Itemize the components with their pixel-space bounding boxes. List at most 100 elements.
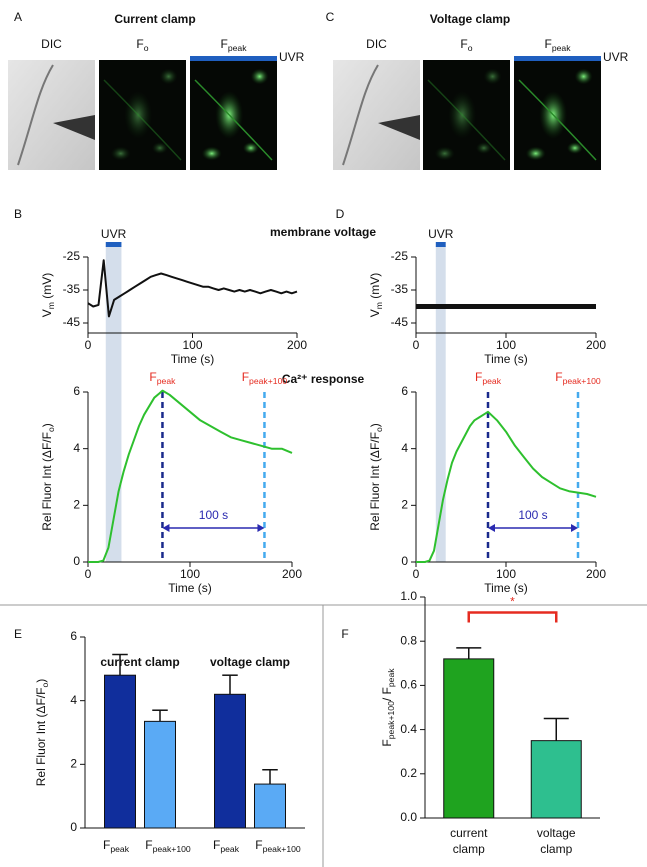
panel-letter: E <box>14 627 22 641</box>
image-label: Fpeak <box>220 37 247 53</box>
marker-label: Fpeak+100 <box>242 370 288 386</box>
series-label-part: F <box>145 838 152 852</box>
image-label: DIC <box>41 37 62 51</box>
y-axis-label: Rel Fluor Int (ΔF/Fo) <box>40 423 56 531</box>
uvr-band <box>105 246 122 562</box>
category-label: current <box>450 826 488 840</box>
series-label: Fpeak+100 <box>255 838 301 854</box>
cell <box>250 68 269 85</box>
y-tick-label: 6 <box>70 629 77 643</box>
uvr-bar <box>105 242 122 247</box>
y-tick-label: -35 <box>391 282 409 296</box>
neurite <box>194 79 273 161</box>
series-label-part: peak+100 <box>263 844 301 854</box>
bar <box>214 693 246 829</box>
y-tick-label: 0.4 <box>400 722 417 736</box>
y-tick-label: 2 <box>70 757 77 771</box>
cell <box>434 146 455 161</box>
neurite <box>103 79 182 161</box>
y-tick-label: -45 <box>391 315 409 329</box>
y-tick-label: 0 <box>73 554 80 568</box>
y-axis-label-part: (mV) <box>40 273 54 302</box>
data-line <box>416 410 597 563</box>
x-tick-label: 100 <box>182 338 202 352</box>
image-label-part: F <box>544 37 551 51</box>
data-line <box>87 259 298 318</box>
y-axis-label-part: peak <box>386 668 396 687</box>
category-label: current clamp <box>100 655 179 669</box>
y-axis-label-part: Rel Fluor Int (ΔF/F <box>40 432 54 531</box>
series-label: Fpeak+100 <box>145 838 191 854</box>
x-tick-label: 0 <box>413 567 420 581</box>
marker-label: Fpeak+100 <box>555 370 601 386</box>
significance-bracket <box>467 611 558 623</box>
uvr-bar <box>190 56 277 61</box>
pipette <box>53 115 95 140</box>
significance-label: * <box>510 595 515 609</box>
x-axis-label: Time (s) <box>168 581 212 595</box>
x-tick-label: 200 <box>586 338 606 352</box>
x-tick-label: 200 <box>586 567 606 581</box>
neurite <box>518 79 597 161</box>
cell <box>110 146 131 161</box>
category-label: clamp <box>540 842 572 856</box>
image-label-part: F <box>136 37 143 51</box>
panel-title: Current clamp <box>114 12 195 26</box>
cell <box>159 68 178 85</box>
y-axis-label-part: ) <box>368 423 382 427</box>
series-label-part: peak <box>220 844 239 854</box>
category-label: clamp <box>453 842 485 856</box>
y-tick-label: 0.6 <box>400 678 417 692</box>
uvr-label: UVR <box>603 50 629 64</box>
cell <box>448 91 477 139</box>
y-tick-label: 0.0 <box>400 810 417 824</box>
y-axis-label-part: o <box>40 683 50 688</box>
y-axis-label-part: ) <box>40 423 54 427</box>
y-axis-label: Fpeak+100/ Fpeak <box>380 668 396 747</box>
marker-label-part: peak <box>482 376 501 386</box>
marker-label-part: F <box>149 370 156 384</box>
cell <box>566 142 583 154</box>
marker-label-part: F <box>475 370 482 384</box>
cell <box>574 68 593 85</box>
y-axis-label-part: (mV) <box>368 273 382 302</box>
series-label-part: F <box>213 838 220 852</box>
marker-label-part: F <box>555 370 562 384</box>
bar <box>254 783 286 829</box>
pipette <box>378 115 420 140</box>
y-tick-label: -45 <box>63 315 81 329</box>
cell <box>124 91 153 139</box>
image-label-part: F <box>460 37 467 51</box>
category-label: voltage <box>537 826 576 840</box>
cell <box>201 146 222 161</box>
series-label: Fpeak <box>103 838 130 854</box>
image-label-part: o <box>144 43 149 53</box>
y-tick-label: 0.2 <box>400 766 417 780</box>
y-axis-label-part: o <box>46 427 56 432</box>
series-label-part: F <box>103 838 110 852</box>
marker-label-part: peak+100 <box>563 376 601 386</box>
cell <box>475 142 492 154</box>
interval-label: 100 s <box>518 508 547 522</box>
y-tick-label: 4 <box>401 441 408 455</box>
y-tick-label: 4 <box>70 693 77 707</box>
panel-letter: C <box>326 10 335 24</box>
uvr-band <box>435 246 446 562</box>
uvr-bar <box>435 242 446 247</box>
y-axis-label: Vm (mV) <box>40 273 56 318</box>
image-label: Fo <box>460 37 472 53</box>
image-label-part: peak <box>228 43 247 53</box>
y-axis-label-part: m <box>46 302 56 309</box>
image-label-part: DIC <box>366 37 387 51</box>
x-axis-label: Time (s) <box>171 352 215 366</box>
y-tick-label: 2 <box>401 498 408 512</box>
uvr-label: UVR <box>428 227 454 241</box>
y-tick-label: 0 <box>70 820 77 834</box>
cell <box>483 68 502 85</box>
bar <box>144 720 176 829</box>
x-tick-label: 0 <box>413 338 420 352</box>
y-tick-label: -35 <box>63 282 81 296</box>
image-label-part: F <box>220 37 227 51</box>
y-axis-label: Rel Fluor Int (ΔF/Fo) <box>368 423 384 531</box>
